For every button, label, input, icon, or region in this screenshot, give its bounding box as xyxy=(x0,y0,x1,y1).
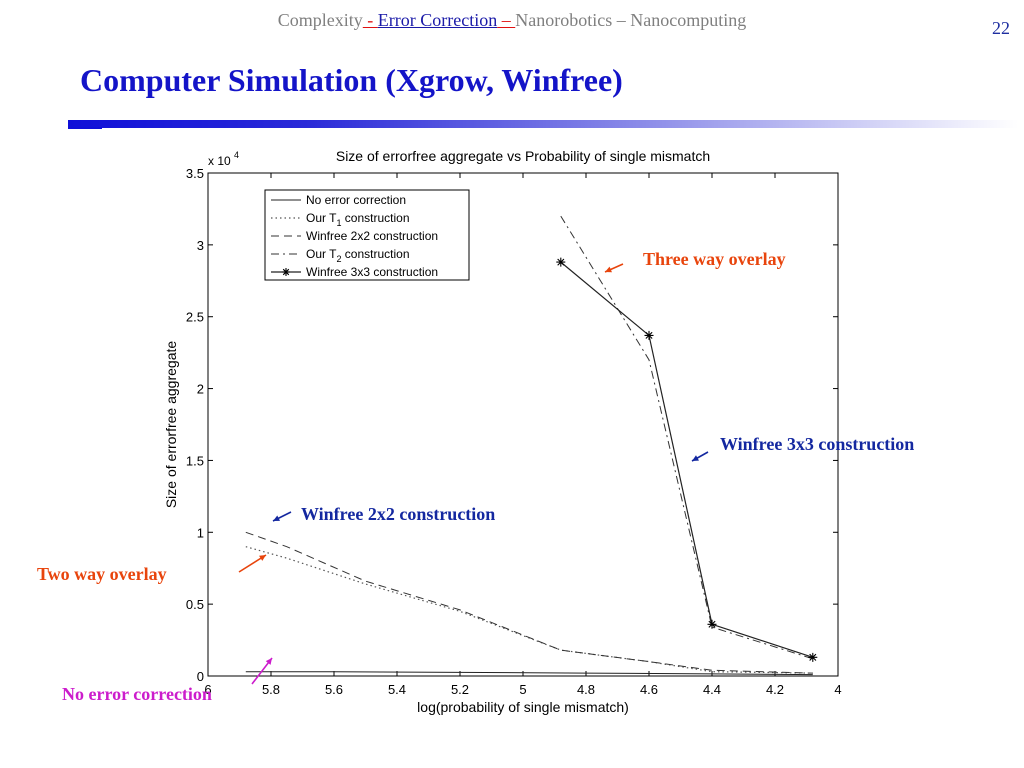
data-point-star xyxy=(707,619,717,629)
x-tick-label: 4.4 xyxy=(703,682,721,697)
legend-label: No error correction xyxy=(306,193,406,207)
nav-separator: – xyxy=(497,10,516,30)
y-axis-label: Size of errorfree aggregate xyxy=(163,341,179,509)
legend-label: Winfree 3x3 construction xyxy=(306,265,438,279)
arrow-two-way-head xyxy=(259,555,266,561)
series-line-our-t1-construction xyxy=(245,546,813,674)
chart-title: Size of errorfree aggregate vs Probabili… xyxy=(336,148,710,164)
x-tick-label: 5.2 xyxy=(451,682,469,697)
data-point-star xyxy=(644,330,654,340)
annotation-two-way-overlay: Two way overlay xyxy=(37,564,167,584)
arrow-no-error-head xyxy=(265,658,272,665)
x-tick-label: 4 xyxy=(834,682,841,697)
nav-complexity[interactable]: Complexity xyxy=(277,10,363,30)
y-tick-label: 1 xyxy=(197,525,204,540)
x-tick-label: 4.6 xyxy=(640,682,658,697)
nav-nanorobotics[interactable]: Nanorobotics xyxy=(515,10,613,30)
data-point-star xyxy=(556,257,566,267)
y-tick-label: 0 xyxy=(197,669,204,684)
y-exponent-power: 4 xyxy=(234,150,239,160)
nav-separator: – xyxy=(612,10,631,30)
x-tick-label: 4.2 xyxy=(766,682,784,697)
x-tick-label: 4.8 xyxy=(577,682,595,697)
title-rule xyxy=(68,120,1018,128)
legend-label: Our T1 construction xyxy=(306,211,410,228)
y-tick-label: 1.5 xyxy=(186,453,204,468)
annotation-no-error-correction: No error correction xyxy=(62,684,212,704)
slide-number: 22 xyxy=(992,18,1010,38)
series-line-winfree-2x2-construction xyxy=(245,531,813,674)
chart-series xyxy=(245,215,818,676)
series-line-winfree-3x3-construction xyxy=(560,261,813,658)
arrow-winfree-2x2-head xyxy=(273,515,280,521)
y-tick-label: 2 xyxy=(197,382,204,397)
arrow-winfree-3x3-head xyxy=(692,455,699,461)
data-point-star xyxy=(282,268,290,276)
data-point-star xyxy=(808,652,818,662)
slide-title: Computer Simulation (Xgrow, Winfree) xyxy=(80,62,623,98)
y-tick-label: 2.5 xyxy=(186,310,204,325)
x-axis-label: log(probability of single mismatch) xyxy=(417,699,629,715)
x-tick-label: 5 xyxy=(519,682,526,697)
legend-label: Our T2 construction xyxy=(306,247,410,264)
header-breadcrumb: Complexity - Error Correction – Nanorobo… xyxy=(0,10,1024,31)
x-tick-label: 5.8 xyxy=(262,682,280,697)
x-tick-label: 5.4 xyxy=(388,682,406,697)
annotation-winfree-3x3: Winfree 3x3 construction xyxy=(720,434,915,454)
x-tick-label: 6 xyxy=(204,682,211,697)
annotation-arrows xyxy=(238,263,709,685)
series-line-no-error-correction xyxy=(245,671,813,676)
nav-nanocomputing[interactable]: Nanocomputing xyxy=(630,10,747,30)
annotation-winfree-2x2: Winfree 2x2 construction xyxy=(301,504,496,524)
y-exponent-label: x 10 xyxy=(208,154,231,168)
x-tick-label: 5.6 xyxy=(325,682,343,697)
y-tick-label: 3.5 xyxy=(186,166,204,181)
y-tick-label: 3 xyxy=(197,238,204,253)
arrow-three-way-head xyxy=(605,266,612,273)
title-rule-accent xyxy=(68,127,102,129)
legend-box xyxy=(264,189,470,281)
nav-error-correction[interactable]: Error Correction xyxy=(377,10,498,30)
annotation-three-way-overlay: Three way overlay xyxy=(643,249,786,269)
y-tick-label: 0.5 xyxy=(186,597,204,612)
legend-label: Winfree 2x2 construction xyxy=(306,229,438,243)
series-line-our-t2-construction xyxy=(560,215,813,660)
chart-axes: 6 5.8 5.6 5.4 5.2 5 4.8 4.6 4.4 4.2 4 0 0.5 1 1.5 2 2.5 3… xyxy=(163,148,842,715)
nav-separator: - xyxy=(362,10,378,30)
